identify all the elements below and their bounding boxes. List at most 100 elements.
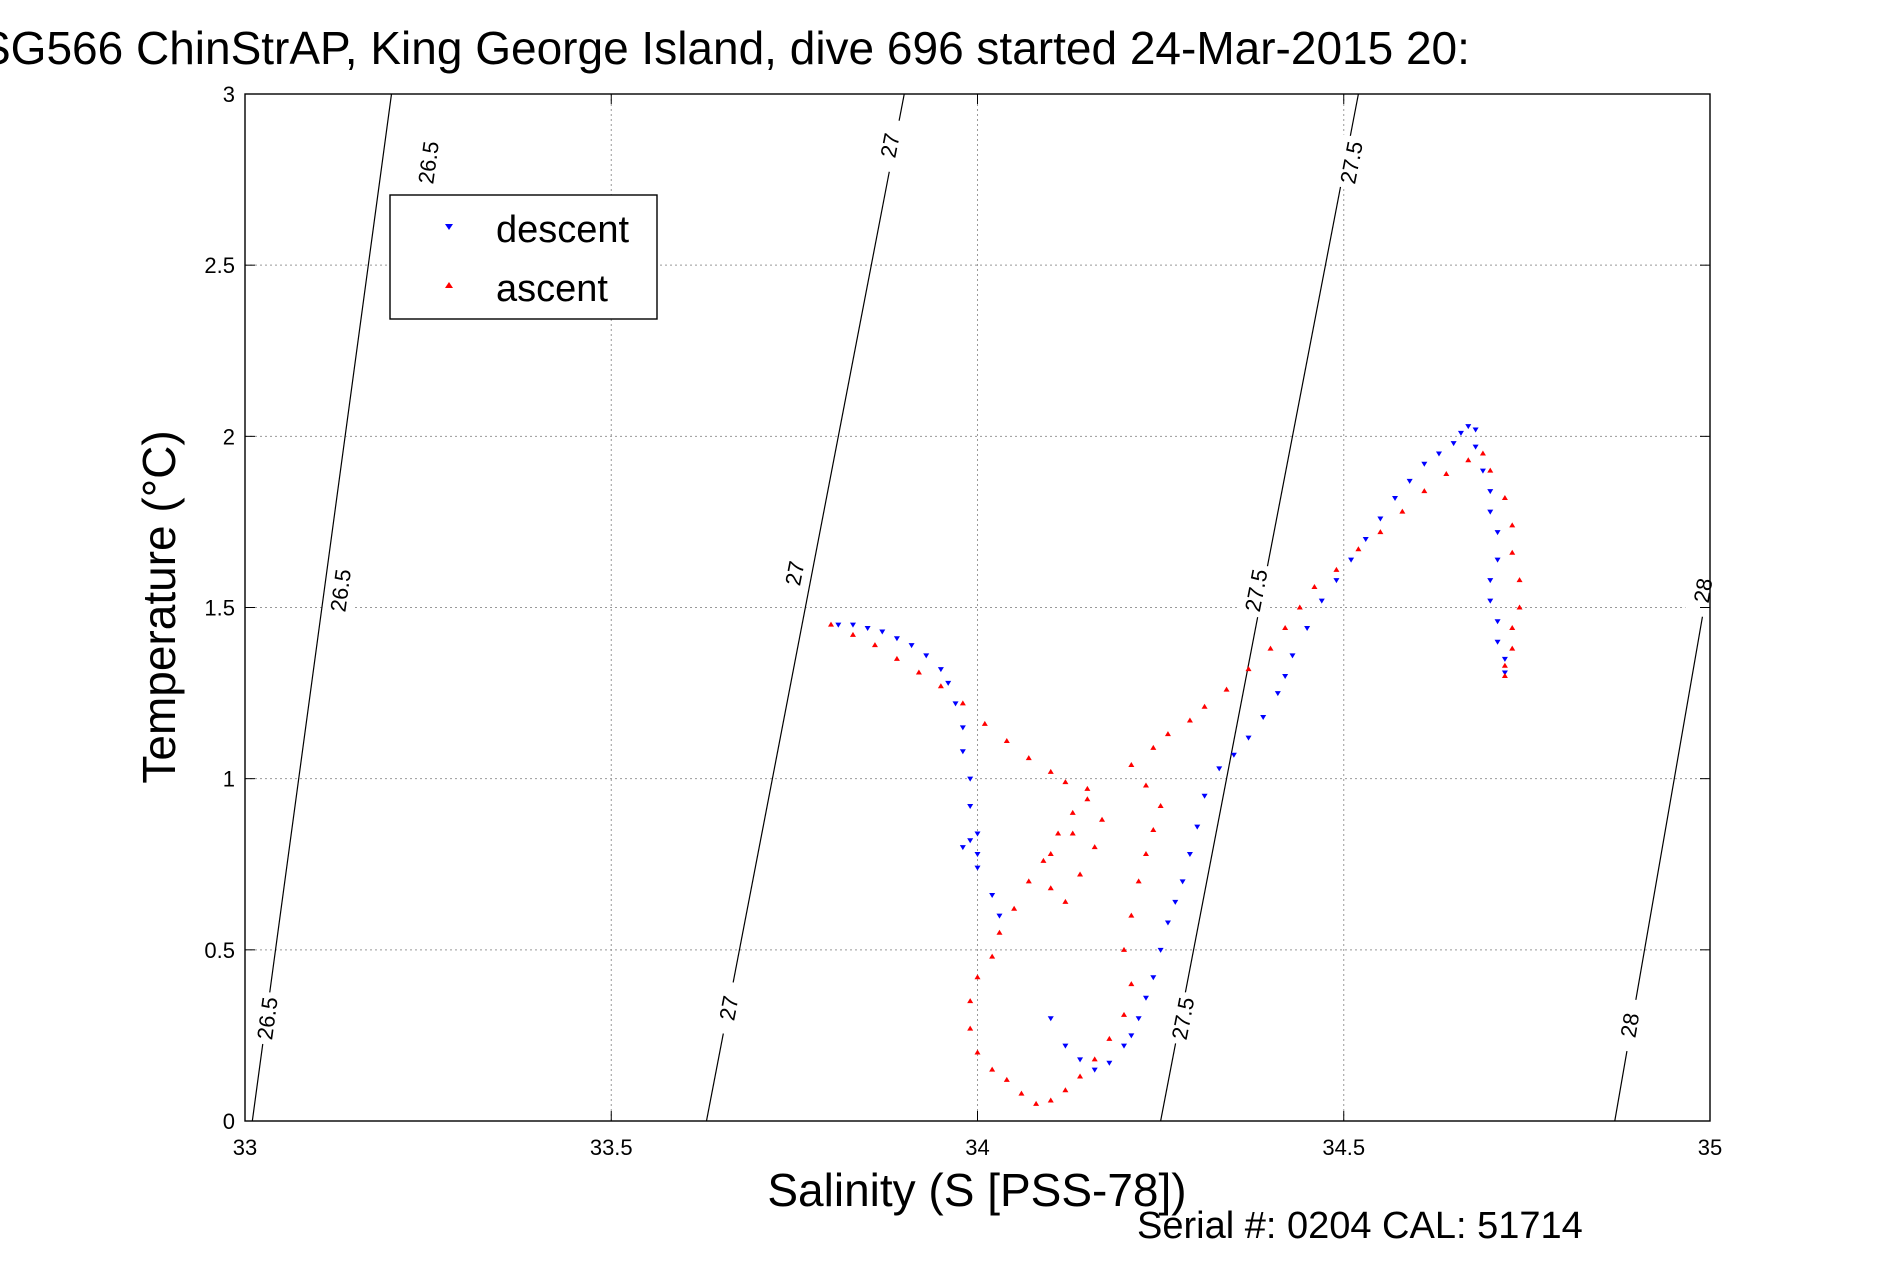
descent-point bbox=[1172, 899, 1179, 905]
descent-point bbox=[1128, 1033, 1135, 1039]
ascent-point bbox=[1355, 546, 1362, 552]
x-tick-label: 33.5 bbox=[590, 1135, 633, 1160]
ascent-point bbox=[1077, 1073, 1084, 1079]
ascent-point bbox=[1282, 625, 1289, 631]
legend-descent-label: descent bbox=[496, 209, 630, 251]
ascent-point bbox=[1399, 508, 1406, 514]
ascent-point bbox=[1084, 785, 1091, 791]
descent-point bbox=[1106, 1060, 1113, 1066]
legend-box bbox=[389, 194, 658, 320]
data-series bbox=[828, 424, 1523, 1106]
ascent-point bbox=[1040, 857, 1047, 863]
descent-point bbox=[908, 643, 915, 649]
ascent-point bbox=[1011, 905, 1018, 911]
descent-point bbox=[1479, 468, 1486, 474]
ascent-point bbox=[937, 683, 944, 689]
ascent-point bbox=[915, 669, 922, 675]
legend-descent-marker bbox=[445, 224, 453, 230]
descent-point bbox=[1157, 947, 1164, 953]
contour-label-gap bbox=[1237, 562, 1275, 619]
ascent-point bbox=[1201, 703, 1208, 709]
ascent-point bbox=[1047, 885, 1054, 891]
descent-point bbox=[959, 749, 966, 755]
contour-label: 26.5 bbox=[325, 568, 356, 614]
ascent-point bbox=[974, 974, 981, 980]
descent-point bbox=[967, 804, 974, 810]
x-tick-label: 35 bbox=[1698, 1135, 1722, 1160]
descent-point bbox=[1304, 626, 1311, 632]
y-tick-label: 2 bbox=[223, 424, 235, 449]
contour-label: 26.5 bbox=[413, 140, 444, 186]
ascent-point bbox=[1069, 830, 1076, 836]
ascent-point bbox=[1018, 1090, 1025, 1096]
descent-point bbox=[1047, 1016, 1054, 1022]
ascent-point bbox=[1421, 488, 1428, 494]
ascent-point bbox=[1128, 981, 1135, 987]
descent-point bbox=[1164, 920, 1171, 926]
descent-point bbox=[1487, 489, 1494, 495]
descent-point bbox=[1487, 578, 1494, 584]
descent-point bbox=[923, 653, 930, 659]
ascent-point bbox=[1091, 1056, 1098, 1062]
ascent-point bbox=[1150, 827, 1157, 833]
ascent-point bbox=[1077, 871, 1084, 877]
ascent-point bbox=[1062, 898, 1069, 904]
descent-point bbox=[1282, 673, 1289, 679]
descent-point bbox=[1406, 478, 1413, 484]
descent-point bbox=[952, 701, 959, 707]
descent-point bbox=[1150, 975, 1157, 981]
descent-point bbox=[1077, 1057, 1084, 1063]
ascent-point bbox=[1084, 796, 1091, 802]
descent-point bbox=[974, 831, 981, 837]
x-tick-label: 33 bbox=[233, 1135, 257, 1160]
ascent-point bbox=[1033, 1100, 1040, 1106]
contour-label-gap bbox=[410, 134, 446, 191]
ascent-point bbox=[893, 655, 900, 661]
descent-point bbox=[967, 776, 974, 782]
contour-label: 26.5 bbox=[252, 995, 283, 1041]
ascent-point bbox=[1003, 1076, 1010, 1082]
contour-label-gap bbox=[1163, 990, 1202, 1047]
descent-point bbox=[1062, 1043, 1069, 1049]
y-tick-label: 1.5 bbox=[204, 596, 235, 621]
ascent-point bbox=[849, 631, 856, 637]
descent-point bbox=[1121, 1043, 1127, 1049]
ascent-point bbox=[1516, 577, 1523, 583]
ascent-point bbox=[1501, 672, 1508, 678]
ascent-point bbox=[1516, 604, 1523, 610]
ascent-point bbox=[1121, 1011, 1127, 1017]
ascent-point bbox=[1501, 494, 1508, 500]
contour-line bbox=[705, 93, 905, 1122]
ascent-point bbox=[1223, 686, 1230, 692]
ascent-point bbox=[996, 929, 1003, 935]
descent-point bbox=[1494, 530, 1501, 536]
ascent-point bbox=[1509, 645, 1516, 651]
contour-label: 28 bbox=[1689, 576, 1718, 604]
descent-point bbox=[879, 629, 886, 635]
y-tick-label: 0 bbox=[223, 1109, 235, 1134]
descent-point bbox=[1289, 653, 1296, 659]
ascent-point bbox=[989, 1066, 996, 1072]
contour-label: 28 bbox=[1616, 1011, 1645, 1039]
ascent-point bbox=[1091, 844, 1098, 850]
descent-point bbox=[893, 636, 900, 642]
y-tick-label: 3 bbox=[223, 82, 235, 107]
contour-label: 27 bbox=[876, 131, 905, 160]
ascent-point bbox=[1128, 912, 1135, 918]
descent-point bbox=[1348, 557, 1355, 563]
descent-point bbox=[835, 622, 842, 628]
descent-point bbox=[1494, 557, 1501, 563]
descent-point bbox=[1091, 1067, 1098, 1073]
ascent-point bbox=[1047, 850, 1054, 856]
contour-label-gap bbox=[249, 990, 285, 1046]
x-tick-label: 34.5 bbox=[1322, 1135, 1365, 1160]
ascent-point bbox=[1099, 816, 1106, 822]
ascent-point bbox=[1069, 809, 1076, 815]
y-tick-label: 1 bbox=[223, 767, 235, 792]
descent-point bbox=[1318, 598, 1325, 604]
serial-cal-footer: Serial #: 0204 CAL: 51714 bbox=[1137, 1205, 1583, 1247]
descent-point bbox=[864, 626, 871, 632]
ascent-point bbox=[1062, 779, 1069, 785]
ascent-point bbox=[1121, 946, 1127, 952]
